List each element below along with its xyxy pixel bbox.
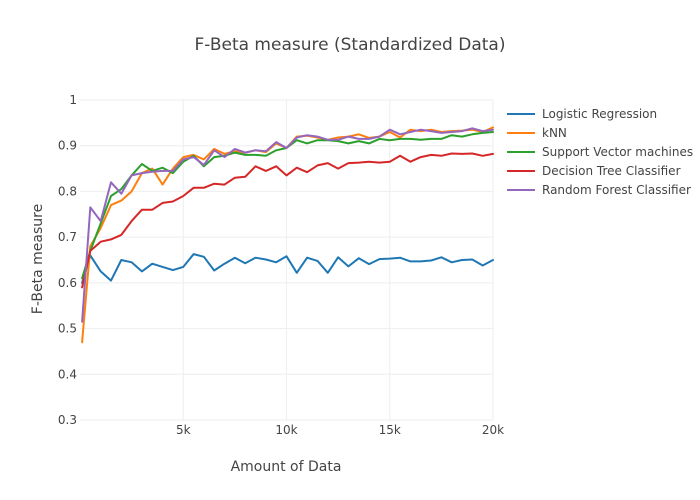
series-line-random-forest-classifier	[81, 127, 494, 323]
y-axis-title: F-Beta measure	[30, 204, 46, 314]
y-tick-label: 0.5	[58, 322, 77, 336]
legend-label: Decision Tree Classifier	[542, 164, 681, 178]
legend-label: Support Vector machines	[542, 145, 693, 159]
y-tick-label: 0.9	[58, 139, 77, 153]
legend-item-random-forest-classifier[interactable]: Random Forest Classifier	[507, 183, 691, 197]
x-tick-label: 15k	[379, 423, 401, 437]
y-tick-label: 0.8	[58, 184, 77, 198]
x-axis-ticks: 5k 10k 15k 20k	[176, 423, 504, 437]
y-tick-label: 0.7	[58, 230, 77, 244]
legend-item-logistic-regression[interactable]: Logistic Regression	[507, 107, 657, 121]
x-tick-label: 5k	[176, 423, 191, 437]
x-tick-label: 20k	[482, 423, 504, 437]
chart-title: F-Beta measure (Standardized Data)	[195, 35, 506, 55]
legend-item-decision-tree-classifier[interactable]: Decision Tree Classifier	[507, 164, 681, 178]
series-line-logistic-regression	[81, 253, 494, 284]
legend-label: kNN	[542, 126, 567, 140]
y-tick-label: 0.4	[58, 367, 77, 381]
legend: Logistic Regression kNN Support Vector mac…	[507, 107, 693, 197]
legend-item-knn[interactable]: kNN	[507, 126, 567, 140]
y-tick-label: 1	[69, 93, 77, 107]
y-tick-label: 0.6	[58, 276, 77, 290]
x-tick-label: 10k	[275, 423, 297, 437]
legend-label: Random Forest Classifier	[542, 183, 691, 197]
y-axis-ticks: 0.3 0.4 0.5 0.6 0.7 0.8 0.9 1	[58, 93, 77, 427]
y-tick-label: 0.3	[58, 413, 77, 427]
series-line-decision-tree-classifier	[81, 152, 494, 289]
x-axis-title: Amount of Data	[231, 459, 342, 475]
legend-label: Logistic Regression	[542, 107, 657, 121]
plot-area	[81, 126, 494, 344]
legend-item-support-vector-machines[interactable]: Support Vector machines	[507, 145, 693, 159]
series-line-knn	[81, 126, 494, 344]
